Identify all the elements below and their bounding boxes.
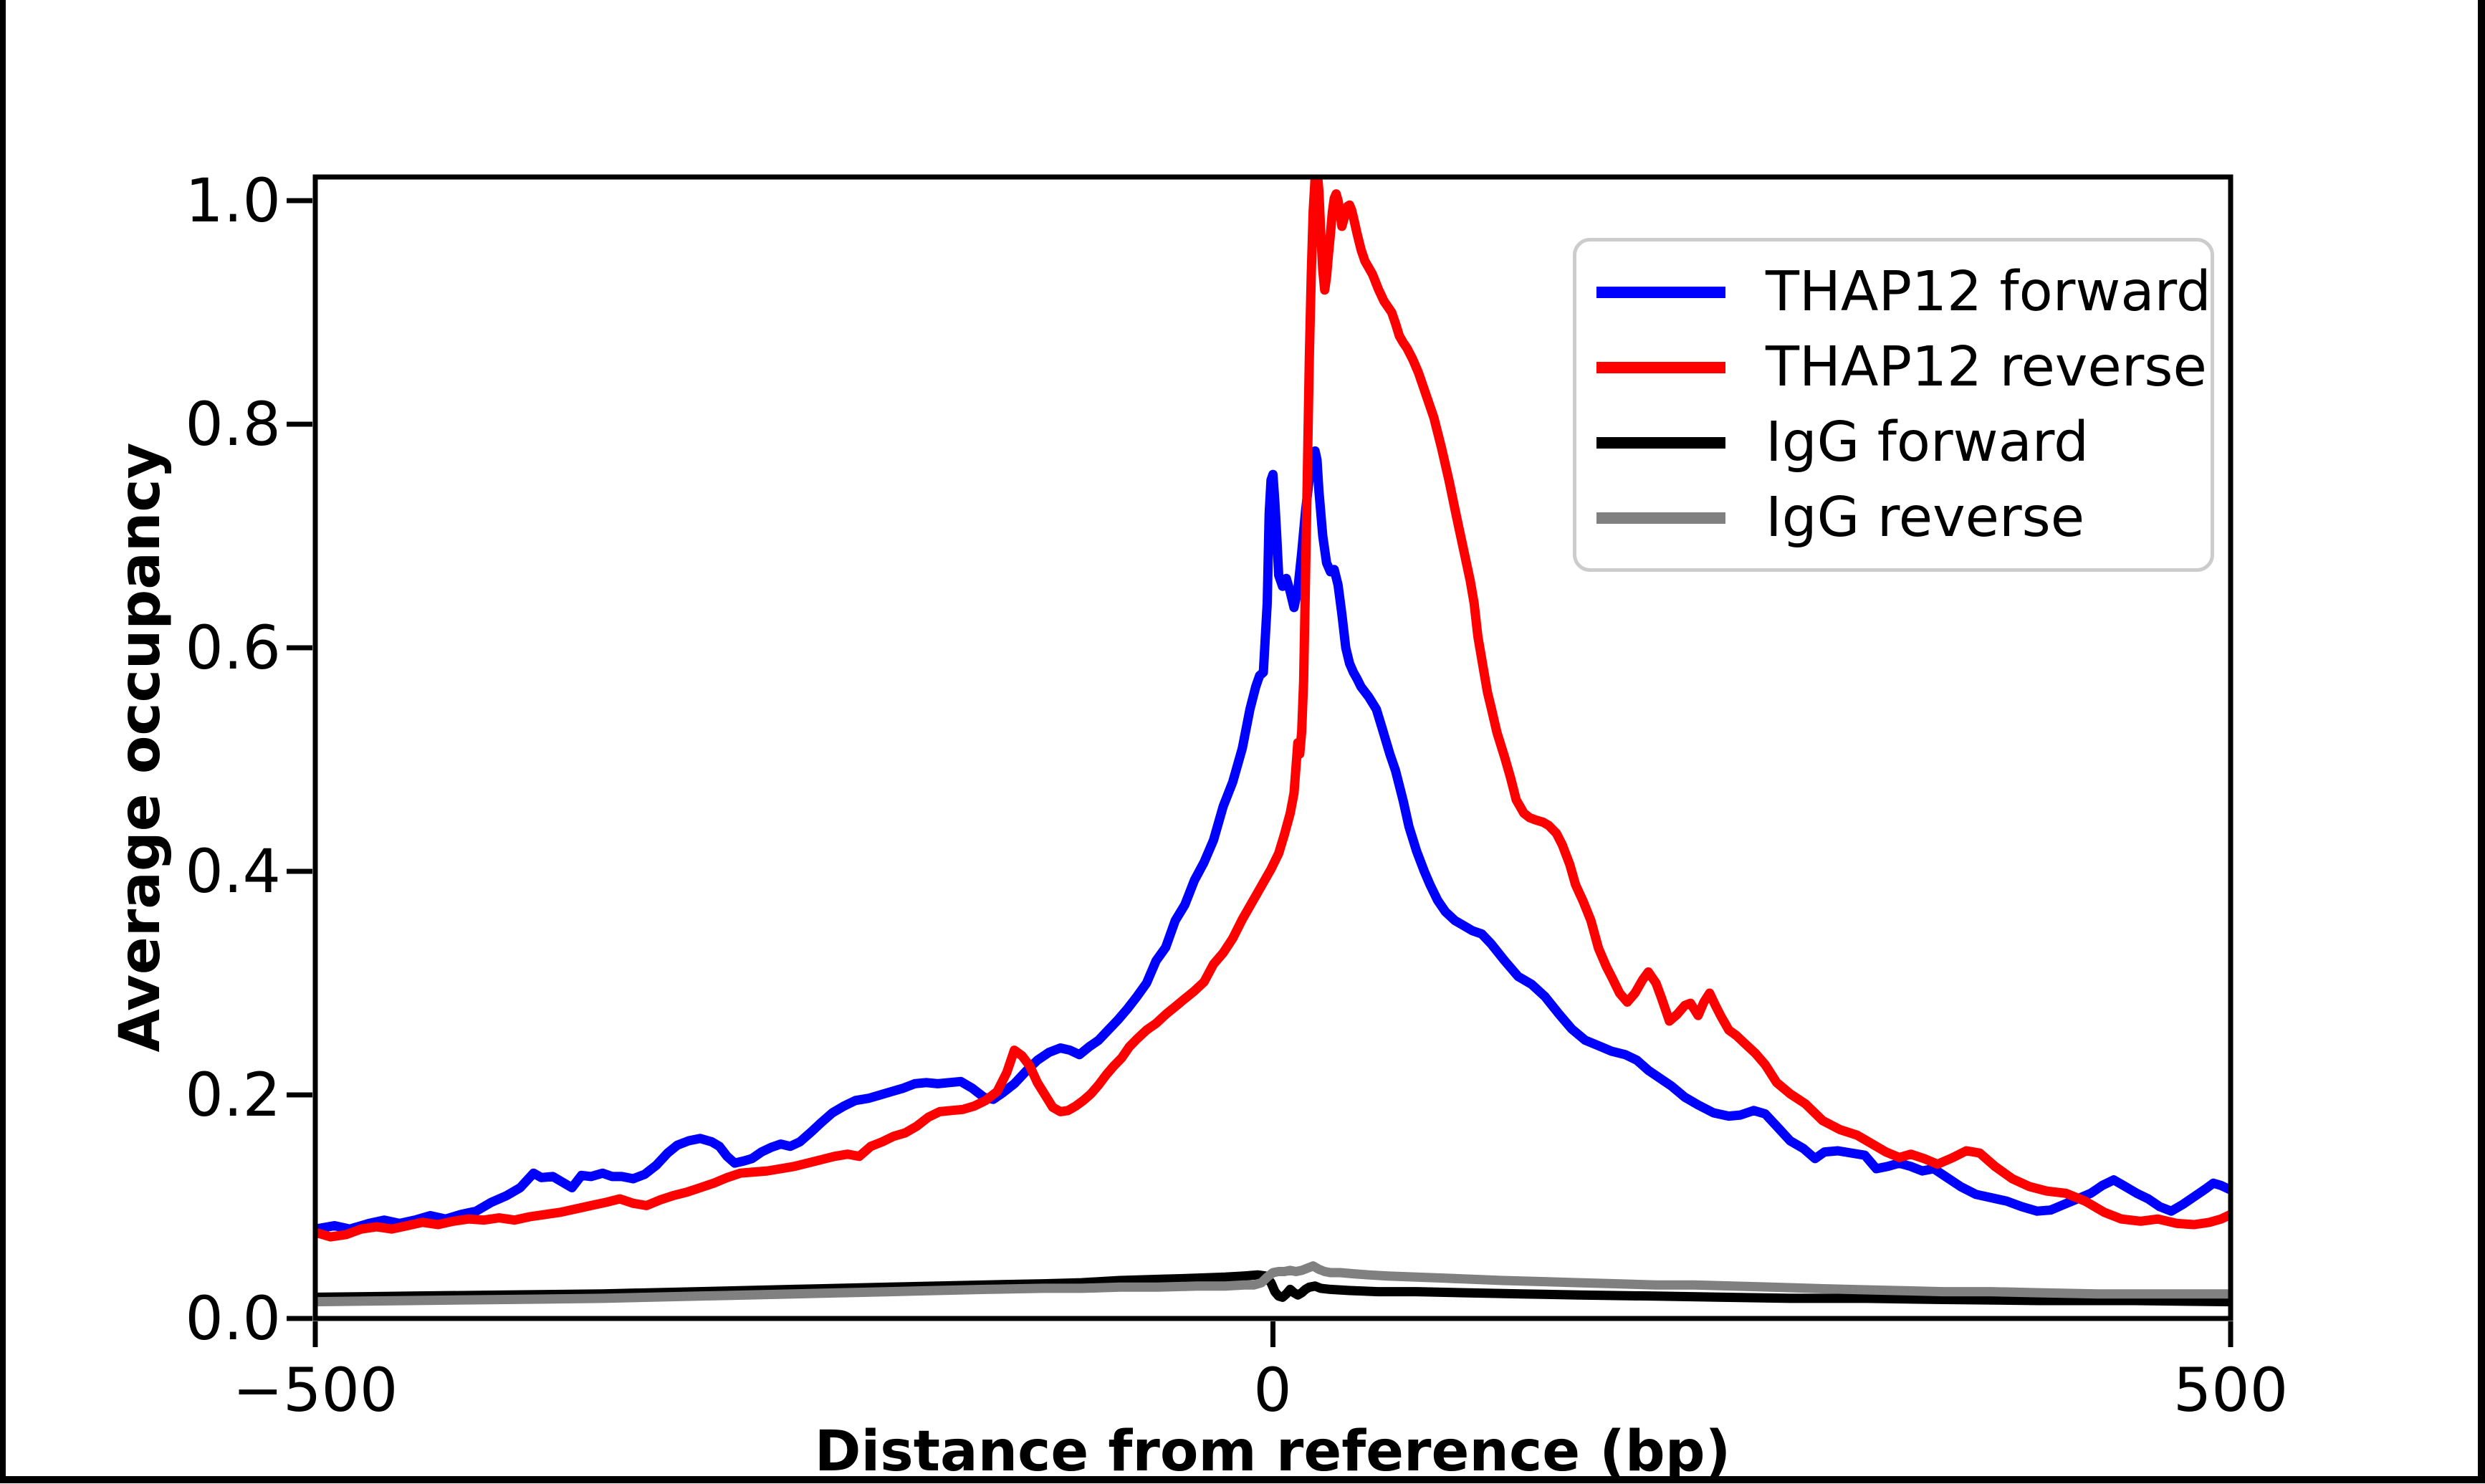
legend-label-thap12-reverse: THAP12 reverse bbox=[1766, 335, 2207, 399]
y-tick-label-0.6: 0.6 bbox=[185, 613, 281, 683]
x-tick-label-500: 500 bbox=[2173, 1355, 2289, 1425]
y-axis-label: Average occupancy bbox=[108, 442, 173, 1053]
legend-label-igg-forward: IgG forward bbox=[1766, 411, 2089, 474]
y-tick-label-0.4: 0.4 bbox=[185, 836, 281, 906]
screenshot-border-bottom bbox=[0, 1476, 2485, 1483]
legend-label-igg-reverse: IgG reverse bbox=[1766, 486, 2085, 550]
thap12-reverse-line-sample bbox=[1596, 361, 1725, 373]
legend-box: THAP12 forward THAP12 reverse IgG forwar… bbox=[1573, 238, 2214, 572]
screenshot-border-right bbox=[2478, 0, 2485, 1483]
y-tick-label-0.8: 0.8 bbox=[185, 389, 281, 459]
y-tick-label-0.0: 0.0 bbox=[185, 1283, 281, 1354]
thap12-forward-line-sample bbox=[1596, 286, 1725, 298]
igg-reverse-line bbox=[315, 1261, 2231, 1307]
legend-row-igg-reverse: IgG reverse bbox=[1576, 481, 2211, 555]
axes-spines bbox=[312, 174, 2233, 1321]
plot-area bbox=[315, 177, 2231, 1307]
screenshot-border-left bbox=[0, 0, 6, 1483]
igg-reverse-line-sample bbox=[1596, 512, 1725, 524]
thap12-forward-line bbox=[315, 446, 2231, 1234]
legend-row-igg-forward: IgG forward bbox=[1576, 406, 2211, 480]
legend-row-thap12-forward: THAP12 forward bbox=[1576, 255, 2211, 330]
y-tick-label-0.2: 0.2 bbox=[185, 1060, 281, 1130]
igg-forward-line-sample bbox=[1596, 436, 1725, 449]
x-tick-label-minus500: −500 bbox=[232, 1355, 398, 1425]
legend-label-thap12-forward: THAP12 forward bbox=[1766, 260, 2211, 324]
thap12-reverse-line bbox=[315, 177, 2231, 1242]
y-tick-label-1.0: 1.0 bbox=[185, 166, 281, 236]
x-axis-label: Distance from reference (bp) bbox=[814, 1420, 1731, 1484]
legend-row-thap12-reverse: THAP12 reverse bbox=[1576, 330, 2211, 405]
x-tick-label-0: 0 bbox=[1253, 1355, 1292, 1425]
